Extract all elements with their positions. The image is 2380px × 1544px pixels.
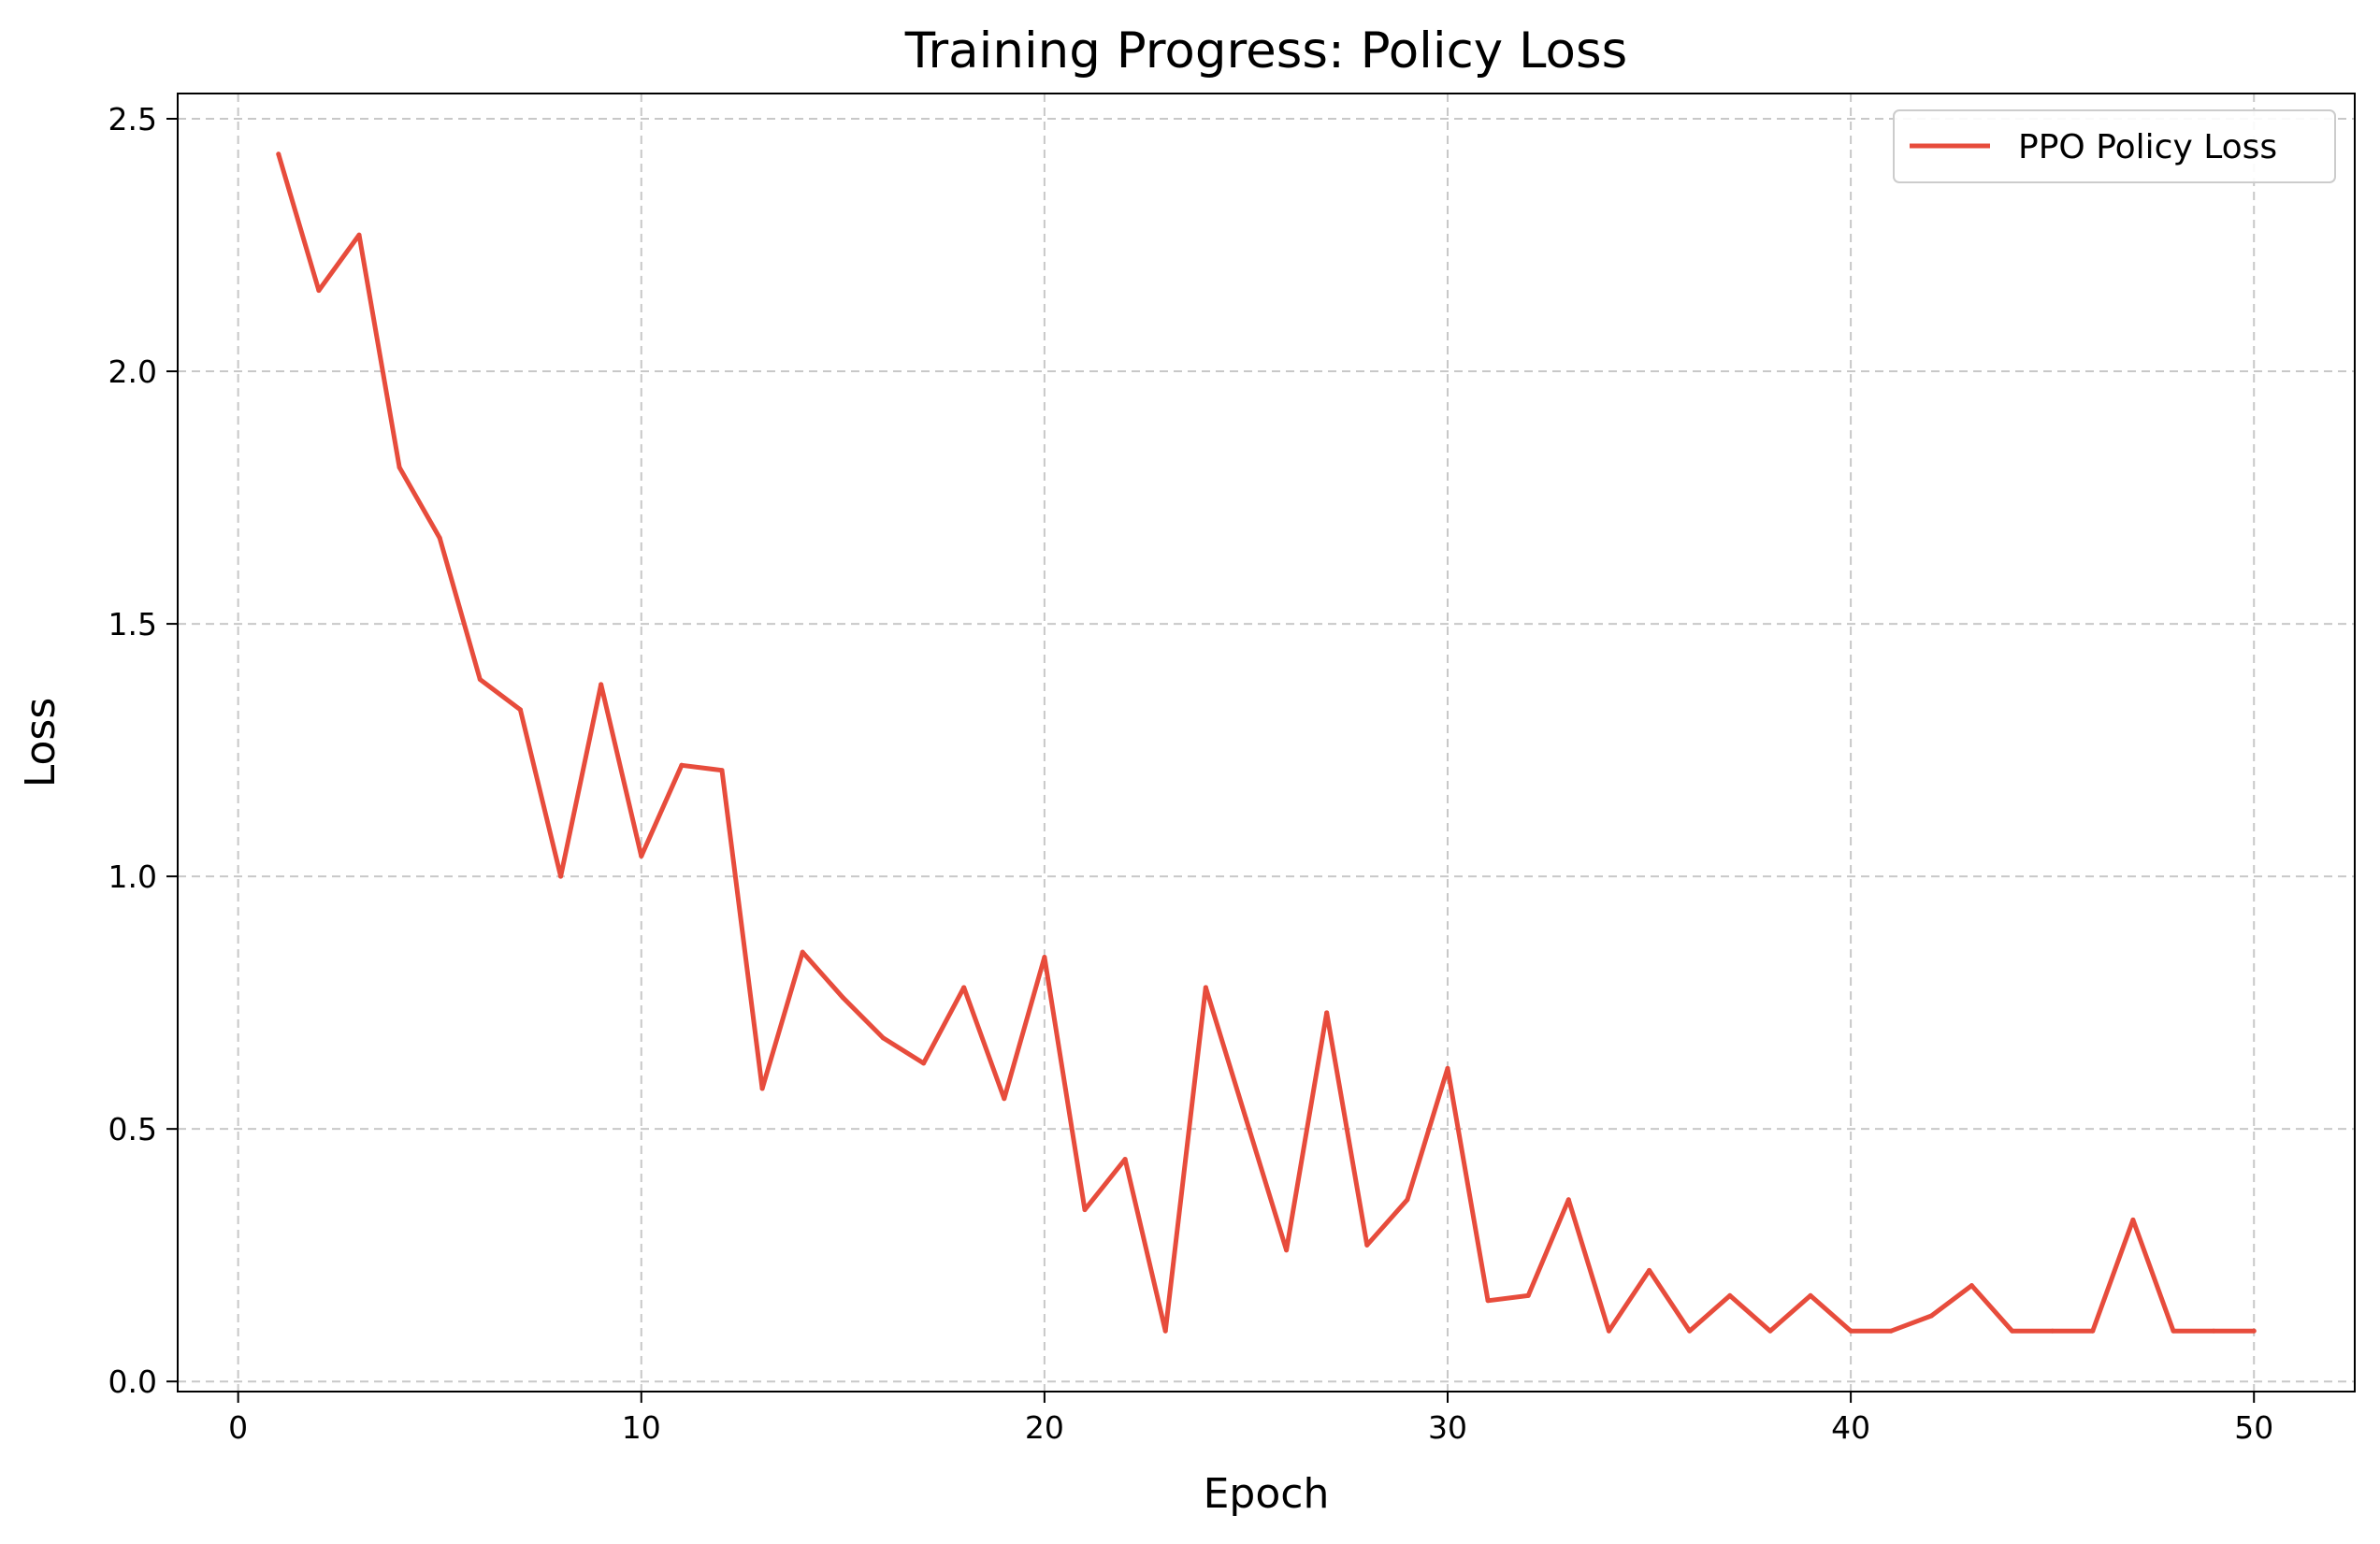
data-point bbox=[961, 985, 967, 990]
axes: 0 10 20 30 40 50 0.0 0.5 1.0 1.5 2.0 2.5 bbox=[108, 101, 2274, 1446]
data-point bbox=[2211, 1328, 2216, 1334]
data-point bbox=[1565, 1197, 1571, 1203]
data-point bbox=[921, 1061, 927, 1066]
data-point bbox=[2130, 1217, 2136, 1222]
data-point bbox=[1928, 1313, 1934, 1319]
data-point bbox=[880, 1035, 886, 1041]
x-tick-label: 30 bbox=[1428, 1409, 1467, 1446]
y-tick-label: 1.0 bbox=[108, 859, 157, 895]
data-point bbox=[1848, 1328, 1854, 1334]
data-point bbox=[558, 873, 564, 879]
data-point bbox=[2090, 1328, 2096, 1334]
data-point bbox=[599, 682, 604, 687]
data-point bbox=[397, 465, 402, 470]
series-line bbox=[276, 152, 2257, 1334]
data-point bbox=[1767, 1328, 1773, 1334]
data-point bbox=[477, 676, 483, 682]
data-point bbox=[1082, 1207, 1088, 1213]
data-point bbox=[1888, 1328, 1894, 1334]
data-point bbox=[437, 535, 442, 541]
data-point bbox=[1969, 1283, 1974, 1289]
data-point bbox=[759, 1086, 765, 1091]
data-point bbox=[1405, 1197, 1410, 1203]
data-point bbox=[1284, 1248, 1290, 1253]
data-point bbox=[840, 995, 845, 1001]
data-point bbox=[800, 949, 805, 955]
data-point bbox=[639, 854, 644, 859]
y-tick-label: 0.5 bbox=[108, 1111, 157, 1147]
legend: PPO Policy Loss bbox=[1893, 109, 2336, 183]
data-point bbox=[517, 707, 523, 713]
y-tick-label: 1.5 bbox=[108, 606, 157, 642]
data-point bbox=[1364, 1242, 1370, 1248]
data-point bbox=[1647, 1267, 1652, 1273]
data-point bbox=[2171, 1328, 2176, 1334]
x-tick-label: 20 bbox=[1025, 1409, 1064, 1446]
data-point bbox=[1324, 1010, 1330, 1016]
data-point bbox=[2010, 1328, 2015, 1334]
series-layer bbox=[276, 152, 2257, 1334]
data-point bbox=[1606, 1328, 1611, 1334]
data-point bbox=[276, 152, 281, 157]
data-point bbox=[1445, 1065, 1450, 1071]
x-tick-label: 50 bbox=[2234, 1409, 2273, 1446]
data-point bbox=[1002, 1096, 1007, 1102]
data-point bbox=[679, 762, 685, 768]
chart-title: Training Progress: Policy Loss bbox=[904, 22, 1627, 79]
legend-label: PPO Policy Loss bbox=[2018, 128, 2277, 166]
data-point bbox=[719, 768, 725, 773]
x-axis-title: Epoch bbox=[1204, 1470, 1330, 1518]
data-point bbox=[1203, 985, 1208, 990]
y-tick-label: 2.0 bbox=[108, 354, 157, 390]
x-tick-label: 10 bbox=[622, 1409, 661, 1446]
y-axis-title: Loss bbox=[17, 698, 65, 788]
data-point bbox=[1122, 1157, 1128, 1162]
data-point bbox=[2050, 1328, 2055, 1334]
x-tick-label: 0 bbox=[228, 1409, 248, 1446]
x-tick-label: 40 bbox=[1831, 1409, 1870, 1446]
y-tick-label: 0.0 bbox=[108, 1364, 157, 1400]
y-tick-label: 2.5 bbox=[108, 101, 157, 137]
data-point bbox=[1243, 1116, 1248, 1121]
data-point bbox=[1485, 1298, 1491, 1304]
data-point bbox=[316, 288, 322, 294]
data-point bbox=[1162, 1328, 1168, 1334]
data-point bbox=[1042, 955, 1047, 960]
data-point bbox=[356, 232, 362, 238]
data-point bbox=[1525, 1292, 1531, 1298]
data-point bbox=[1687, 1328, 1693, 1334]
data-point bbox=[2251, 1328, 2257, 1334]
data-point bbox=[1727, 1292, 1733, 1298]
legend-box bbox=[1893, 109, 2336, 183]
plot-frame bbox=[177, 93, 2356, 1392]
data-point bbox=[1808, 1292, 1813, 1298]
